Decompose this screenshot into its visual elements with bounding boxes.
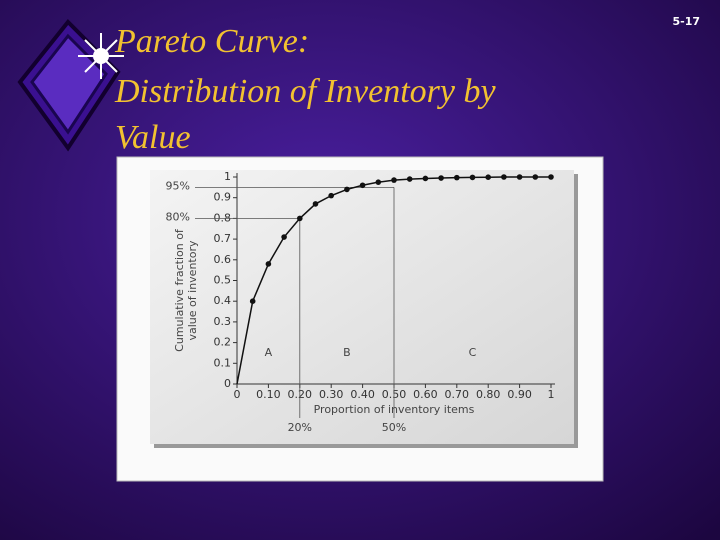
page-number: 5-17 xyxy=(672,15,700,28)
point xyxy=(548,174,554,180)
x-tick-label: 0 xyxy=(234,388,241,401)
point xyxy=(532,174,539,180)
x-tick-label: 0.40 xyxy=(350,388,375,401)
point xyxy=(406,176,413,182)
y-tick-label: 0.5 xyxy=(214,274,232,287)
point xyxy=(469,174,476,181)
x-tick-label: 0.10 xyxy=(256,388,281,401)
logo xyxy=(17,19,124,152)
y-tick-label: 0.7 xyxy=(214,232,232,245)
point xyxy=(422,175,429,182)
point xyxy=(312,201,319,207)
x-tick-label: 0.90 xyxy=(507,388,532,401)
point xyxy=(359,182,366,189)
point xyxy=(485,174,492,181)
y-axis-label: value of inventory xyxy=(186,240,199,340)
reference-label: 80% xyxy=(166,210,190,223)
point xyxy=(249,298,256,305)
y-tick-label: 0.8 xyxy=(214,211,232,224)
chart-panel xyxy=(150,170,574,444)
x-tick-label: 0.60 xyxy=(413,388,438,401)
slide-title: Distribution of Inventory by xyxy=(114,73,496,110)
y-tick-label: 0.1 xyxy=(214,356,232,369)
point xyxy=(516,174,523,180)
x-tick-label: 1 xyxy=(548,388,555,401)
boundary-label: 50% xyxy=(382,421,406,434)
y-tick-label: 0 xyxy=(224,377,231,390)
point xyxy=(501,174,507,180)
region-label: B xyxy=(343,346,351,359)
point xyxy=(328,192,335,199)
y-axis-label: Cumulative fraction of xyxy=(173,228,186,352)
y-tick-label: 0.9 xyxy=(214,191,232,204)
region-label: C xyxy=(469,346,477,359)
boundary-label: 20% xyxy=(288,421,312,434)
point xyxy=(391,177,397,183)
x-tick-label: 0.70 xyxy=(445,388,470,401)
slide-title: Pareto Curve: xyxy=(114,23,309,60)
y-tick-label: 1 xyxy=(224,170,231,183)
y-tick-label: 0.4 xyxy=(214,294,232,307)
point xyxy=(375,179,382,185)
point xyxy=(344,186,350,193)
y-tick-label: 0.6 xyxy=(214,253,232,266)
point xyxy=(297,215,303,222)
slide-title: Value xyxy=(115,119,191,156)
point xyxy=(438,175,444,181)
point xyxy=(454,174,460,181)
point xyxy=(265,261,272,267)
x-tick-label: 0.30 xyxy=(319,388,344,401)
x-tick-label: 0.80 xyxy=(476,388,501,401)
point xyxy=(281,234,287,240)
region-label: A xyxy=(265,346,273,359)
y-tick-label: 0.2 xyxy=(214,336,232,349)
y-tick-label: 0.3 xyxy=(214,315,232,328)
reference-label: 95% xyxy=(166,179,190,192)
